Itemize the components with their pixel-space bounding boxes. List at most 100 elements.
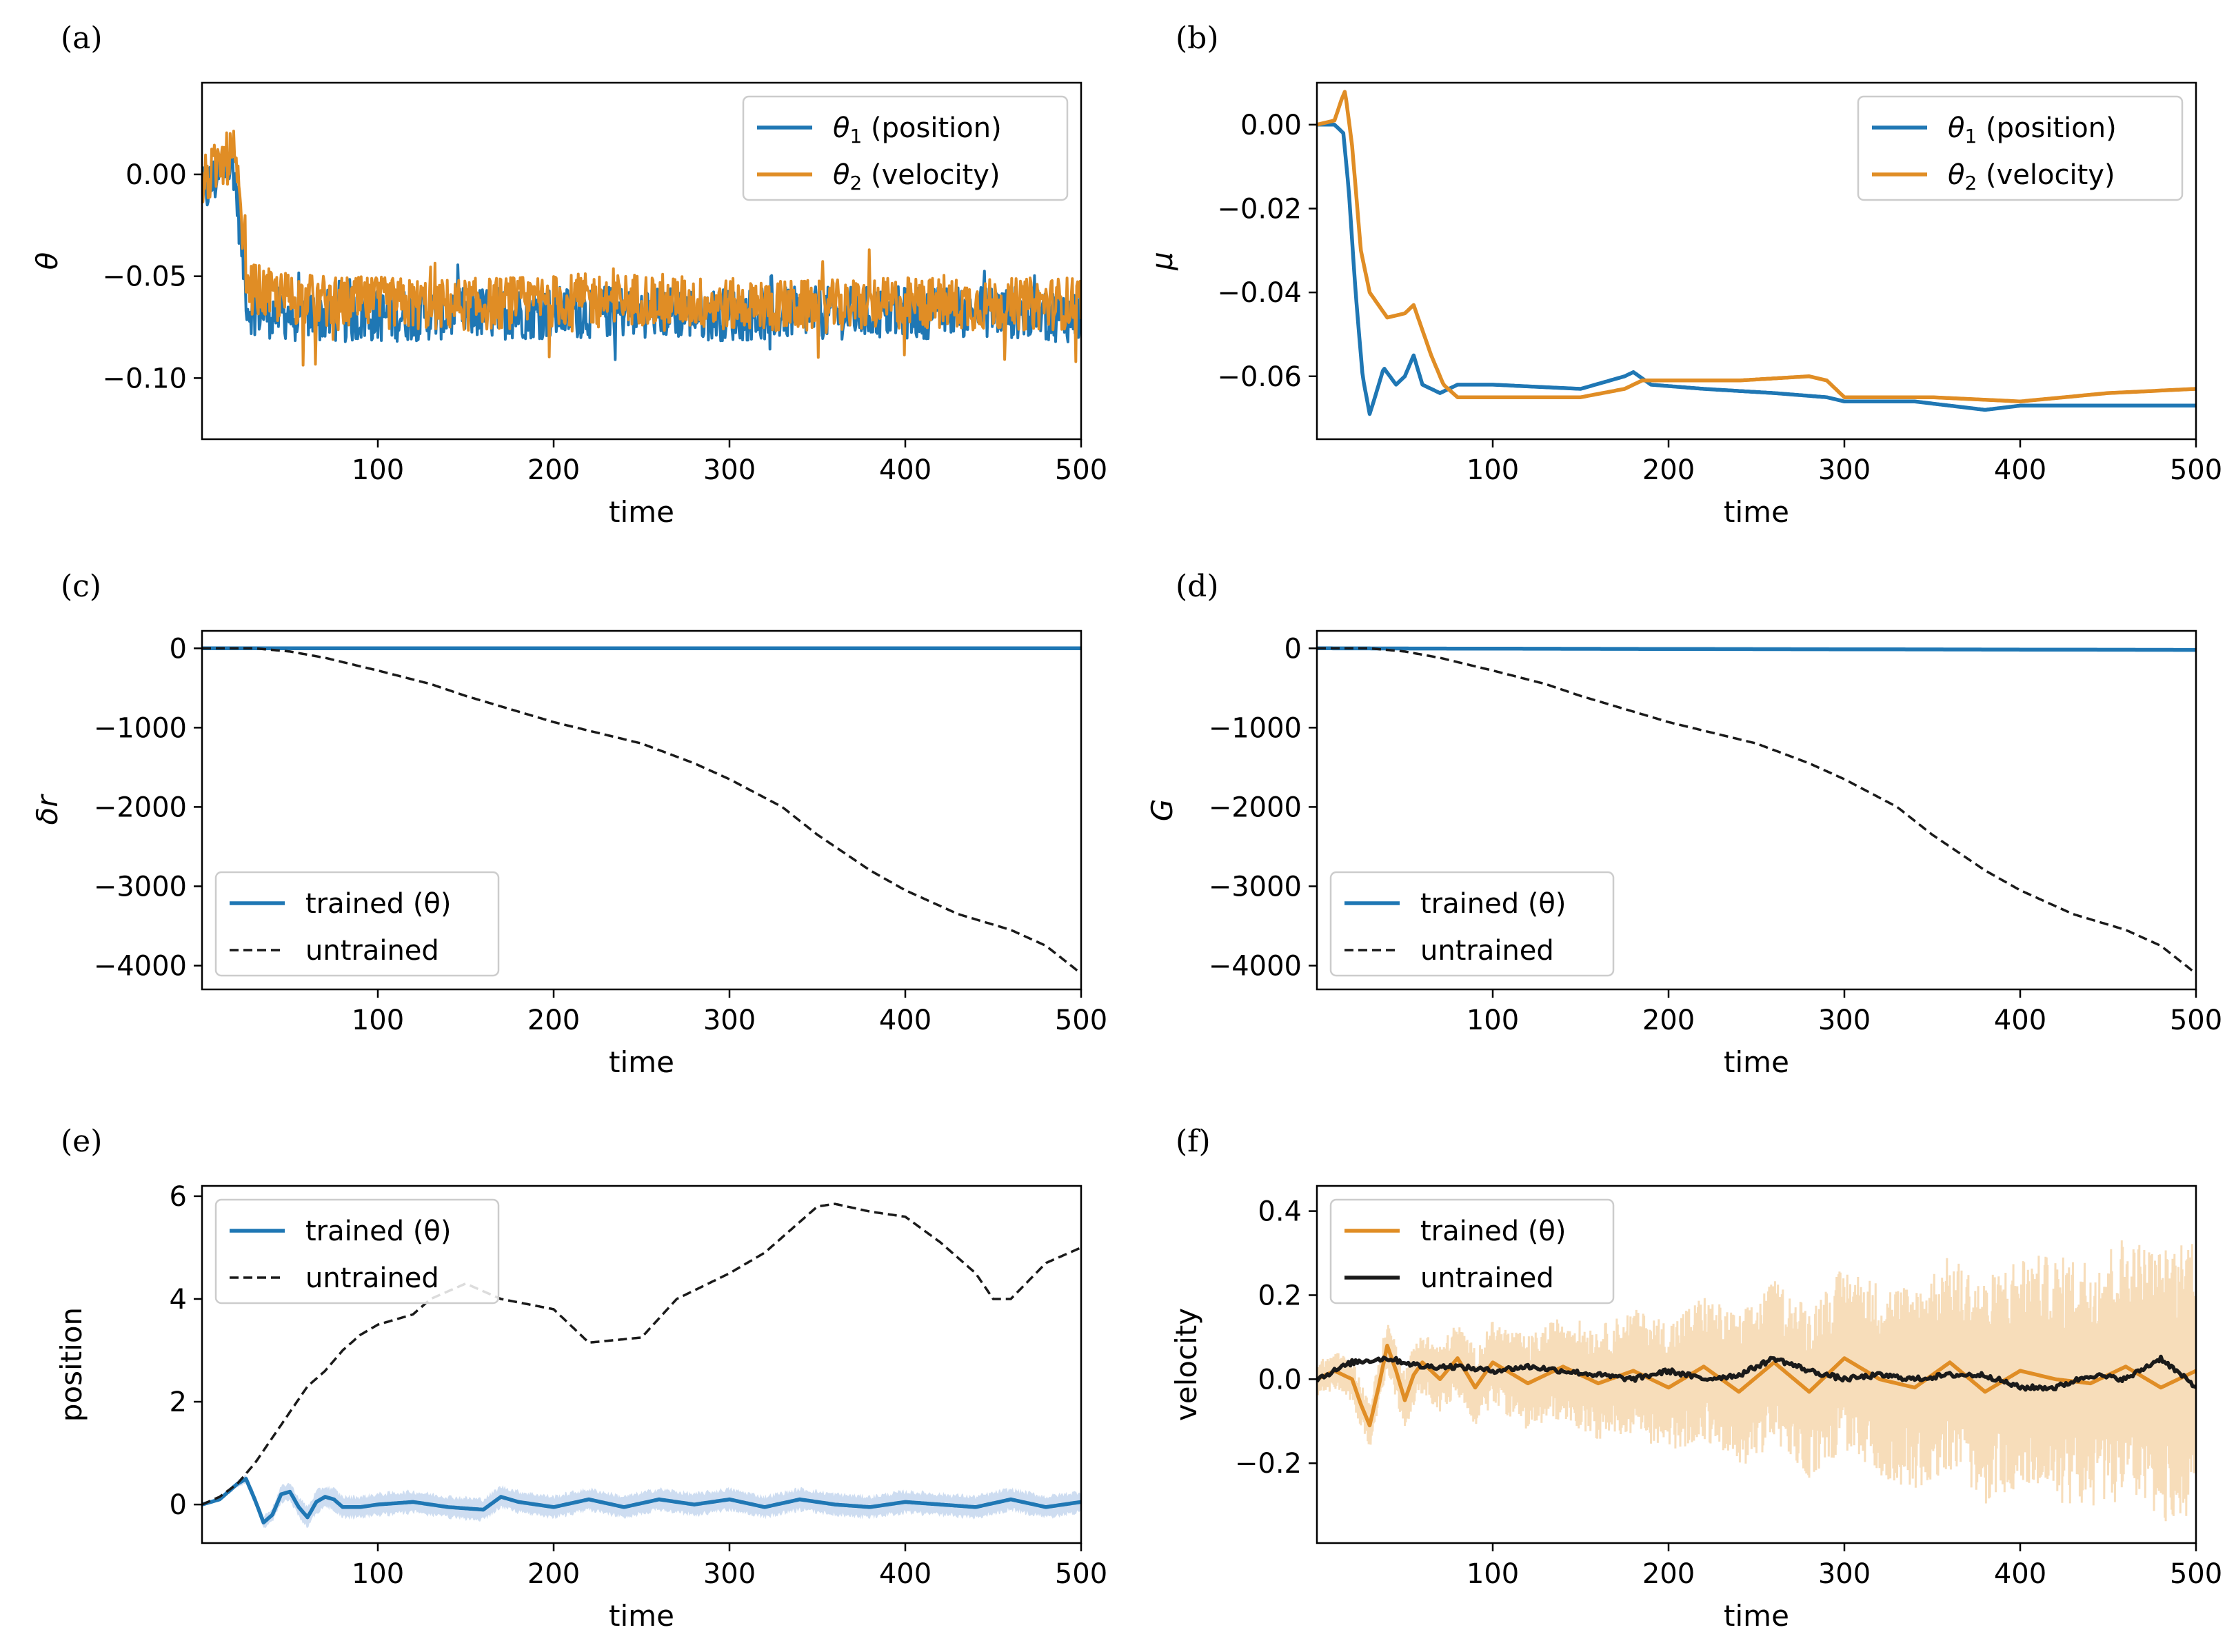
y-axis-label: μ [1145,252,1179,271]
x-tick-label: 100 [352,1005,404,1036]
legend-box [742,95,1069,201]
x-tick-label: 400 [879,1005,931,1036]
panel-label: (e) [61,1124,102,1159]
axes-frame [1316,81,2197,441]
x-axis-label: time [1724,495,1789,529]
y-tick-label: 4 [170,1284,187,1316]
plot-area [1317,90,2196,416]
y-tick-label: 2 [170,1387,187,1418]
plot-area [1317,1240,2196,1522]
y-tick-label: 0 [170,633,187,665]
legend: trained (θ) untrained [214,871,500,977]
y-tick-label: −1000 [1209,712,1302,744]
axes-frame [201,81,1082,441]
plot-area [202,1202,1081,1529]
x-tick-label: 500 [2170,1558,2222,1590]
y-tick-label: −0.02 [1217,193,1302,225]
legend-label-2: θ2 (velocity) [1948,159,2115,194]
series-line-2 [202,647,1081,975]
x-tick-label: 100 [352,1558,404,1590]
panel-d: 100 200 300 400 500 0 −1000 −2000 −3000 −4000 time… [1145,569,2222,1079]
legend-label-2: untrained [1420,1262,1554,1294]
series-line-2 [1317,90,2196,404]
x-tick-label: 500 [1055,1558,1107,1590]
x-tick-label: 400 [1994,1558,2046,1590]
y-tick-label: −4000 [1209,950,1302,982]
legend-label-1: trained (θ) [305,1216,452,1247]
x-tick-label: 400 [1994,1005,2046,1036]
y-axis-label: δr [30,794,64,825]
axes-frame [201,1185,1082,1544]
legend-label-1: trained (θ) [305,888,452,920]
y-tick-label: −4000 [94,950,187,982]
y-tick-label: −0.2 [1235,1448,1302,1480]
axes-frame [1316,1185,2197,1544]
x-tick-label: 200 [527,1558,580,1590]
legend-label-2: untrained [1420,935,1554,967]
y-tick-label: −3000 [1209,871,1302,903]
y-tick-label: −2000 [94,792,187,823]
x-tick-label: 100 [1467,1558,1519,1590]
panel-label: (c) [61,569,101,604]
y-tick-label: −0.05 [102,261,187,293]
panel-label: (b) [1176,21,1219,56]
y-tick-label: 0.4 [1258,1196,1302,1228]
y-tick-label: 0 [170,1489,187,1521]
y-tick-label: 0.2 [1258,1280,1302,1311]
panel-b: 100 200 300 400 500 0.00 −0.02 −0.04 −0.06 time μ (… [1145,21,2222,529]
plot-area [202,646,1081,975]
y-tick-label: 0 [1285,633,1302,665]
x-tick-label: 500 [2170,1005,2222,1036]
x-tick-label: 100 [1467,454,1519,486]
axes-frame [1316,629,2197,991]
x-axis-label: time [1724,1045,1789,1079]
x-tick-label: 300 [1818,1558,1871,1590]
y-tick-label: −0.04 [1217,277,1302,309]
legend-label-1: θ1 (position) [1948,112,2117,148]
legend-box [1857,95,2184,201]
y-tick-label: −3000 [94,871,187,903]
y-tick-label: 6 [170,1181,187,1213]
series-line-2 [1317,647,2196,975]
x-tick-label: 200 [527,454,580,486]
plot-area [202,130,1081,367]
plot-area [1317,646,2196,975]
y-tick-label: −1000 [94,712,187,744]
x-axis-label: time [1724,1599,1789,1633]
y-axis-label: velocity [1169,1308,1203,1421]
panel-e: 100 200 300 400 500 0 2 4 6 time position (e) traine… [54,1124,1107,1633]
y-axis-label: G [1145,799,1179,822]
variance-band [1317,1240,2196,1522]
y-tick-label: 0.00 [125,159,187,191]
legend: θ1 (position) θ2 (velocity) [1857,95,2184,201]
x-tick-label: 500 [2170,454,2222,486]
panel-c: 100 200 300 400 500 0 −1000 −2000 −3000 −4000 time… [30,569,1107,1079]
legend-label-2: untrained [305,935,439,967]
legend: θ1 (position) θ2 (velocity) [742,95,1069,201]
x-tick-label: 200 [527,1005,580,1036]
y-tick-label: −0.10 [102,363,187,394]
panel-label: (a) [61,21,103,56]
x-tick-label: 200 [1642,454,1695,486]
x-axis-label: time [609,1599,674,1633]
legend-label-1: θ1 (position) [833,112,1002,148]
x-axis-label: time [609,1045,674,1079]
legend: trained (θ) untrained [214,1198,500,1305]
x-tick-label: 400 [879,454,931,486]
y-axis-label: position [54,1307,88,1422]
legend-box [1329,871,1615,977]
x-tick-label: 100 [352,454,404,486]
series-line-2 [202,130,1081,367]
x-tick-label: 100 [1467,1005,1519,1036]
x-tick-label: 300 [703,1558,756,1590]
legend-label-1: trained (θ) [1420,888,1567,920]
x-tick-label: 500 [1055,454,1107,486]
x-axis-label: time [609,495,674,529]
legend-label-2: untrained [305,1262,439,1294]
x-tick-label: 200 [1642,1005,1695,1036]
axes-frame [201,629,1082,991]
panel-f: 100 200 300 400 500 0.4 0.2 0.0 −0.2 time velocity… [1169,1124,2222,1633]
y-axis-label: θ [30,252,64,270]
series-line-1 [1317,646,2196,652]
